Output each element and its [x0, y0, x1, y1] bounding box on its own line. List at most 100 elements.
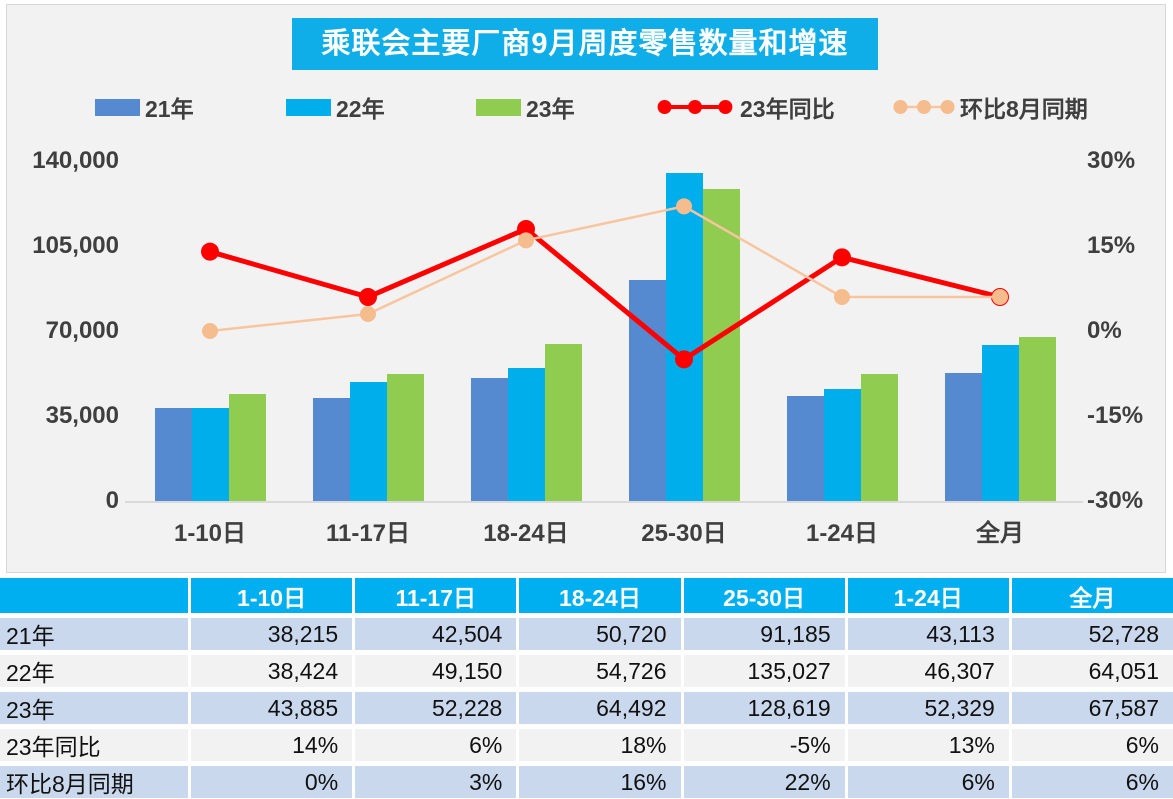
- legend-item-line-4: 环比8月同期: [893, 93, 1088, 122]
- table-header-2: 11-17日: [355, 578, 517, 613]
- legend-item-bar-0: 21年: [95, 93, 194, 122]
- x-axis-category-label: 全月: [976, 520, 1024, 547]
- bar-s1-c0: [191, 408, 229, 501]
- legend-swatch-icon: [286, 98, 331, 116]
- right-axis-tick: 0%: [1087, 317, 1122, 344]
- x-axis-category-label: 1-10日: [173, 520, 247, 547]
- bar-s0-c2: [470, 378, 508, 501]
- table-row-label: 23年同比: [0, 729, 188, 761]
- mom-marker: [360, 306, 376, 322]
- table-cell: 52,329: [847, 692, 1009, 724]
- left-axis-tick: 140,000: [32, 147, 119, 174]
- legend-line-marker-icon: [657, 100, 733, 114]
- bar-s1-c5: [981, 345, 1019, 501]
- right-axis-tick: -15%: [1087, 402, 1144, 429]
- table-cell: 128,619: [683, 692, 845, 724]
- legend-item-bar-2: 23年: [476, 93, 575, 122]
- table-cell: 3%: [355, 766, 517, 798]
- table-header-empty: [0, 578, 188, 613]
- table-row-label: 23年: [0, 692, 188, 724]
- table-cell: -5%: [683, 729, 845, 761]
- bar-s0-c0: [154, 408, 192, 501]
- legend-label: 23年同比: [740, 96, 835, 122]
- left-axis-tick: 0: [105, 487, 119, 514]
- table-cell: 6%: [847, 766, 1009, 798]
- chart-card: 乘联会主要厂商9月周度零售数量和增速 21年 22年 23年 23年同比 环比8月同期 …: [6, 4, 1166, 573]
- table-cell: 13%: [847, 729, 1009, 761]
- table-header-3: 18-24日: [519, 578, 681, 613]
- table-cell: 43,113: [847, 618, 1009, 650]
- x-axis-category-label: 1-24日: [805, 520, 879, 547]
- table-cell: 67,587: [1011, 692, 1173, 724]
- table-cell: 54,726: [519, 655, 681, 687]
- bar-s0-c1: [312, 398, 350, 501]
- yoy-line: [209, 226, 1001, 363]
- x-axis-category-label: 18-24日: [483, 520, 569, 547]
- x-axis-line: [125, 501, 1083, 503]
- legend-label: 环比8月同期: [960, 96, 1088, 122]
- legend-line-marker-icon: [893, 100, 955, 114]
- bar-s2-c5: [1018, 337, 1056, 501]
- bar-s2-c4: [860, 374, 898, 501]
- table-cell: 49,150: [355, 655, 517, 687]
- table-cell: 42,504: [355, 618, 517, 650]
- table-cell: 52,228: [355, 692, 517, 724]
- table-row-label: 22年: [0, 655, 188, 687]
- legend-item-line-3: 23年同比: [655, 93, 835, 122]
- right-axis-tick: 30%: [1087, 147, 1136, 174]
- yoy-marker: [359, 288, 377, 306]
- bar-s1-c2: [507, 368, 545, 501]
- x-axis-category-label: 11-17日: [325, 520, 411, 547]
- bar-s1-c1: [349, 382, 387, 501]
- yoy-marker: [517, 220, 535, 238]
- lines-overlay: [201, 198, 1009, 369]
- table-cell: 64,492: [519, 692, 681, 724]
- bar-s2-c1: [386, 374, 424, 501]
- mom-marker: [834, 289, 850, 305]
- table-cell: 43,885: [191, 692, 353, 724]
- bar-s1-c4: [823, 389, 861, 501]
- left-axis-tick: 105,000: [32, 232, 119, 259]
- chart-title: 乘联会主要厂商9月周度零售数量和增速: [292, 18, 878, 70]
- yoy-marker: [201, 242, 219, 261]
- bar-s0-c5: [944, 373, 982, 501]
- x-axis-category-label: 25-30日: [641, 520, 727, 547]
- table-cell: 0%: [191, 766, 353, 798]
- right-axis-tick: 15%: [1087, 232, 1136, 259]
- legend-item-bar-1: 22年: [286, 93, 385, 122]
- table-cell: 50,720: [519, 618, 681, 650]
- legend-swatch-icon: [95, 98, 140, 116]
- mom-marker: [518, 232, 534, 249]
- bar-s1-c3: [665, 173, 703, 501]
- table-cell: 16%: [519, 766, 681, 798]
- left-axis-tick: 70,000: [45, 317, 119, 344]
- table-cell: 91,185: [683, 618, 845, 650]
- bar-s2-c0: [228, 394, 266, 501]
- table-cell: 52,728: [1011, 618, 1173, 650]
- table-row-label: 环比8月同期: [0, 766, 188, 798]
- mom-line: [209, 205, 1000, 333]
- table-cell: 38,215: [191, 618, 353, 650]
- table-cell: 14%: [191, 729, 353, 761]
- table-cell: 46,307: [847, 655, 1009, 687]
- table-cell: 6%: [1011, 766, 1173, 798]
- mom-marker: [676, 198, 692, 215]
- table-cell: 22%: [683, 766, 845, 798]
- table-cell: 64,051: [1011, 655, 1173, 687]
- left-axis-tick: 35,000: [45, 402, 119, 429]
- bar-s2-c2: [544, 344, 582, 501]
- legend-label: 23年: [526, 96, 575, 122]
- table-header-5: 1-24日: [847, 578, 1009, 613]
- legend-swatch-icon: [476, 98, 521, 116]
- yoy-marker: [833, 248, 851, 267]
- legend-label: 21年: [145, 96, 194, 122]
- table-cell: 135,027: [683, 655, 845, 687]
- chart-legend: 21年 22年 23年 23年同比 环比8月同期: [7, 93, 1165, 123]
- table-cell: 6%: [355, 729, 517, 761]
- right-axis-tick: -30%: [1087, 487, 1144, 514]
- table-cell: 6%: [1011, 729, 1173, 761]
- table-header-4: 25-30日: [683, 578, 845, 613]
- yoy-marker: [675, 350, 693, 369]
- legend-label: 22年: [336, 96, 385, 122]
- mom-marker: [992, 289, 1008, 305]
